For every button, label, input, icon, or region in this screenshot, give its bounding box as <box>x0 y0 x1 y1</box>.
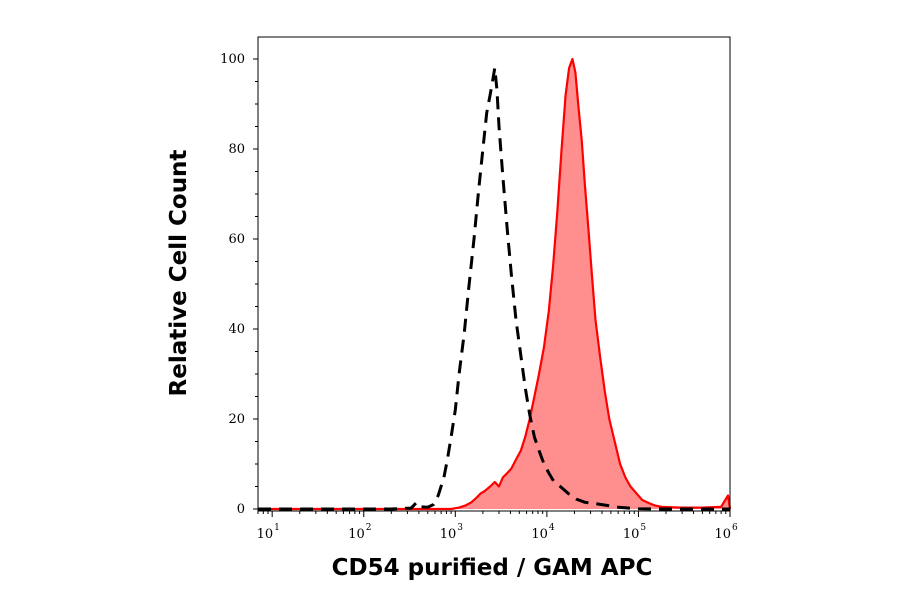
x-tick-label-base: 10 <box>440 527 457 542</box>
x-axis-title: CD54 purified / GAM APC <box>332 555 653 581</box>
y-tick-label: 40 <box>228 322 245 337</box>
y-tick-label: 0 <box>237 502 245 517</box>
y-tick-label: 20 <box>228 412 245 427</box>
x-tick-label-base: 10 <box>714 527 731 542</box>
y-tick-label: 60 <box>228 232 245 247</box>
y-tick-label: 80 <box>228 142 245 157</box>
series-0-line <box>258 66 730 511</box>
plot-frame <box>257 36 731 512</box>
x-tick-label-exp: 6 <box>732 523 738 533</box>
x-tick-label-exp: 1 <box>274 523 280 533</box>
x-tick-label-exp: 2 <box>366 523 372 533</box>
series-1-fill <box>258 59 730 509</box>
x-axis: 10 1 10 2 10 3 10 4 10 5 10 6 <box>257 511 738 542</box>
x-tick-label-base: 10 <box>623 527 640 542</box>
y-axis: 0 20 40 60 80 100 <box>220 52 258 517</box>
x-tick-label-exp: 5 <box>640 523 646 533</box>
x-tick-label-base: 10 <box>348 527 365 542</box>
x-tick-label-exp: 4 <box>549 523 555 533</box>
x-tick-label-exp: 3 <box>457 523 463 533</box>
y-axis-title: Relative Cell Count <box>166 150 192 397</box>
series-layer <box>258 57 732 511</box>
x-tick-label-base: 10 <box>257 527 274 542</box>
y-tick-label: 100 <box>220 52 245 67</box>
x-tick-label-base: 10 <box>531 527 548 542</box>
series-1-line <box>258 57 732 511</box>
